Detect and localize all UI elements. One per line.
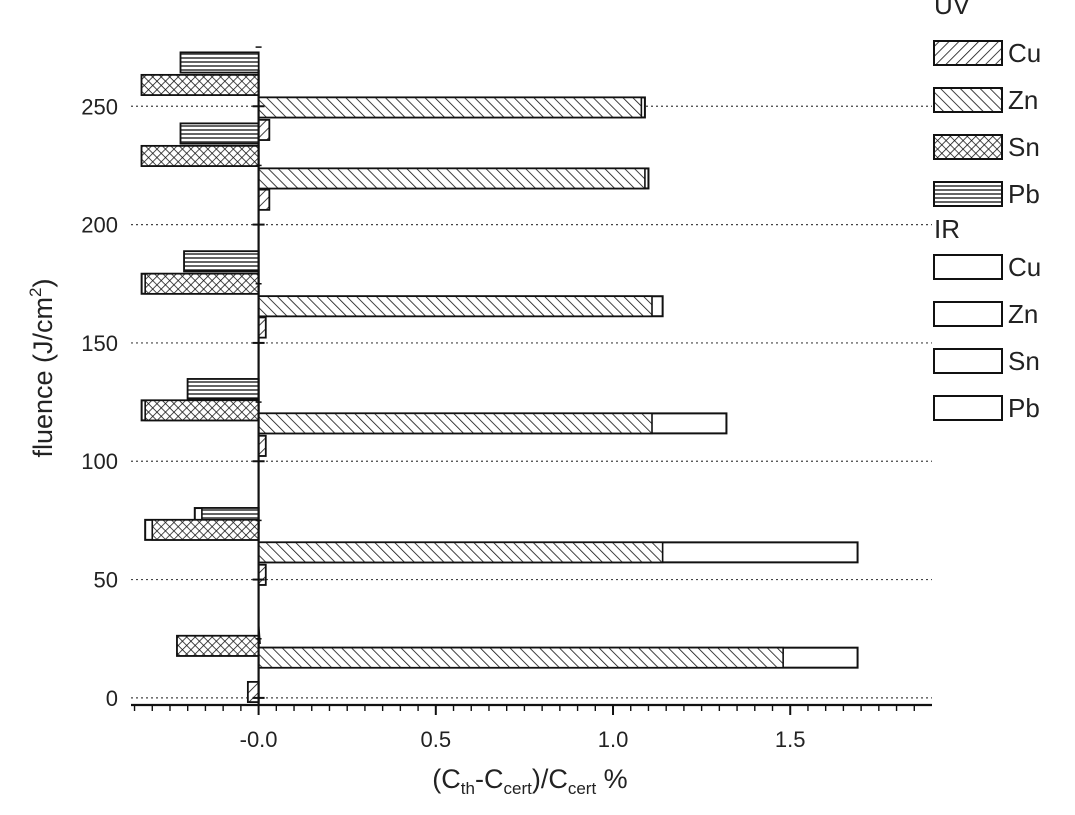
bar-uv-cu-group-5 — [257, 188, 271, 211]
bar-uv-cu-group-6 — [257, 119, 271, 141]
bar-uv-pb-group-5 — [179, 122, 260, 145]
legend-swatch-ir-zn — [933, 301, 1003, 327]
y-tick-label-0: 0 — [106, 686, 118, 711]
legend-label-uv-cu: Cu — [1008, 38, 1041, 68]
bar-uv-sn-group-4 — [144, 272, 260, 295]
legend-title-ir: IR — [934, 214, 960, 244]
bar-uv-pb-group-6 — [179, 51, 260, 74]
bar-uv-zn-group-2 — [257, 541, 664, 564]
y-tick-label-250: 250 — [81, 94, 118, 119]
bar-uv-zn-group-1 — [257, 646, 784, 669]
x-title-sub1: th — [461, 779, 475, 798]
bar-uv-zn-group-4 — [257, 295, 653, 318]
bars — [140, 51, 859, 703]
legend-label-ir-pb: Pb — [1008, 393, 1040, 423]
x-title-mid: -C — [475, 764, 504, 794]
legend-swatch-uv-cu — [933, 40, 1003, 66]
legend-label-ir-zn: Zn — [1008, 299, 1038, 329]
bar-uv-pb-group-4 — [183, 250, 260, 273]
legend: UV Cu Zn Sn Pb IR Cu Zn Sn Pb — [933, 0, 1041, 423]
x-title-open: (C — [432, 764, 461, 794]
x-tick-label-1.5: 1.5 — [775, 727, 806, 752]
x-title-sub2: cert — [503, 779, 532, 798]
x-title-sub3: cert — [568, 779, 597, 798]
legend-swatch-uv-pb — [933, 181, 1003, 207]
legend-swatch-ir-pb — [933, 395, 1003, 421]
y-title-main: fluence (J/cm — [28, 297, 58, 458]
bar-uv-zn-group-5 — [257, 167, 646, 190]
x-tick-label--0.0: -0.0 — [240, 727, 278, 752]
legend-label-ir-sn: Sn — [1008, 346, 1040, 376]
legend-label-uv-zn: Zn — [1008, 85, 1038, 115]
y-title-close: ) — [28, 278, 58, 287]
bar-uv-sn-group-3 — [144, 399, 260, 422]
y-axis-title: fluence (J/cm2) — [26, 278, 58, 457]
legend-title-uv: UV — [934, 0, 971, 20]
y-title-sup: 2 — [26, 287, 45, 296]
x-tick-label-1.0: 1.0 — [598, 727, 629, 752]
legend-label-ir-cu: Cu — [1008, 252, 1041, 282]
bar-uv-zn-group-3 — [257, 412, 653, 435]
bar-uv-sn-group-5 — [140, 145, 260, 167]
bar-uv-cu-group-1 — [247, 681, 260, 703]
bar-uv-pb-group-3 — [186, 378, 260, 400]
y-tick-label-150: 150 — [81, 331, 118, 356]
bar-uv-sn-group-2 — [151, 519, 260, 541]
legend-swatch-ir-cu — [933, 254, 1003, 280]
x-tick-label-0.5: 0.5 — [421, 727, 452, 752]
legend-label-uv-pb: Pb — [1008, 179, 1040, 209]
legend-label-uv-sn: Sn — [1008, 132, 1040, 162]
axes: 0 50 100 150 200 250 -0.0 0.5 1.0 1.5 — [81, 46, 932, 752]
legend-swatch-uv-zn — [933, 87, 1003, 113]
legend-swatch-uv-sn — [933, 134, 1003, 160]
x-title-tail: % — [596, 764, 628, 794]
y-tick-label-200: 200 — [81, 213, 118, 238]
legend-swatch-ir-sn — [933, 348, 1003, 374]
x-title-div: )/C — [532, 764, 568, 794]
x-axis-title: (Cth-Ccert)/Ccert % — [432, 764, 627, 798]
bar-uv-sn-group-1 — [176, 635, 260, 657]
bar-uv-zn-group-6 — [257, 96, 643, 119]
y-tick-label-50: 50 — [94, 568, 118, 593]
y-tick-label-100: 100 — [81, 449, 118, 474]
bar-uv-sn-group-6 — [140, 74, 260, 96]
